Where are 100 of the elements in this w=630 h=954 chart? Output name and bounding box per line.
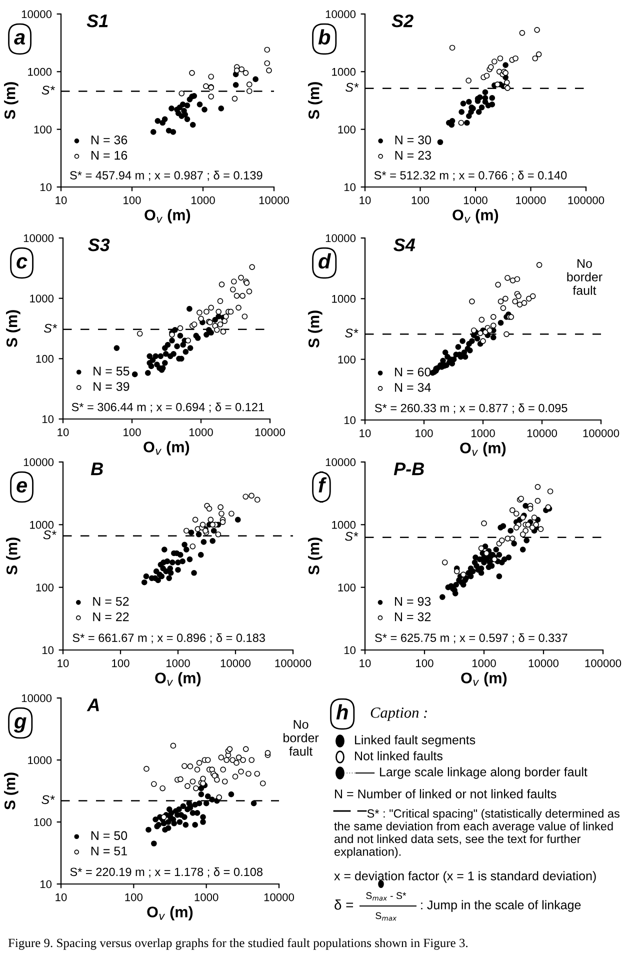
y-tick-label: 100 (34, 126, 52, 134)
y-tick-label: 10 (42, 415, 54, 424)
chart-title: S4 (394, 238, 416, 252)
ref-line-label: S* (346, 82, 359, 92)
legend-label: N = 51 (91, 846, 127, 856)
legend-label: N = 22 (93, 612, 129, 622)
y-tick-label: 100 (36, 354, 54, 363)
x-tick-label: 1000 (472, 659, 496, 668)
x-tick-label: 10 (56, 196, 67, 204)
y-tick-label: 1000 (332, 68, 356, 76)
x-tick-label: 1000 (464, 196, 488, 204)
text: x = deviation factor (x = 1 is standard deviation) (334, 871, 596, 883)
x-tick-label: 10 (360, 429, 371, 438)
y-axis-title: S (m) (6, 538, 20, 575)
legend-label: N = 36 (92, 135, 128, 144)
y-axis-title: S (m) (6, 310, 20, 348)
annotation: S* = 220.19 m ; x = 1.178 ; δ = 0.108 (70, 867, 262, 878)
y-tick-label: 100 (338, 356, 356, 364)
annotation: S* = 625.75 m ; x = 0.597 ; δ = 0.337 (375, 633, 568, 644)
text: Linked fault segments (355, 735, 476, 747)
y-tick-label: 10000 (326, 234, 356, 242)
text: f (318, 477, 327, 492)
x-tick-label: 10000 (528, 659, 559, 668)
y-axis-title: S (m) (308, 538, 322, 575)
x-axis-title: O$_{v}$ (m) (452, 209, 498, 224)
x-tick-label: 10 (360, 196, 371, 204)
text: S$_{max}$ - S* (366, 892, 406, 901)
x-axis-title: O$_{v}$ (m) (460, 442, 506, 456)
text: Not linked faults (355, 751, 442, 760)
legend-label: N = 50 (91, 831, 128, 840)
text: a (14, 33, 25, 45)
caption: Figure 9. Spacing versus overlap graphs for the studied fault populations shown in Figure 3. (8, 938, 468, 950)
x-tick-label: 100 (416, 659, 434, 668)
text: δ = (334, 900, 354, 910)
y-tick-label: 10000 (326, 458, 356, 466)
x-axis-title: O$_{v}$ (m) (144, 441, 190, 456)
annotation: S* = 306.44 m ; x = 0.694 ; δ = 0.121 (72, 402, 264, 413)
x-axis-title: O$_{v}$ (m) (155, 672, 201, 686)
x-tick-label: 1000 (166, 659, 190, 668)
x-tick-label: 100000 (583, 429, 620, 438)
x-tick-label: 10 (58, 659, 69, 668)
y-tick-label: 10000 (22, 694, 52, 702)
x-tick-label: 10 (360, 659, 371, 668)
x-tick-label: 100 (125, 893, 142, 902)
x-tick-label: 1000 (194, 893, 218, 902)
ref-line-label: S* (44, 324, 58, 333)
text: Large scale linkage along border fault (380, 767, 588, 779)
y-axis-title: S (m) (4, 772, 18, 810)
x-tick-label: 100000 (568, 196, 604, 204)
ref-line-label: S* (345, 532, 358, 541)
y-axis-title: S (m) (4, 82, 18, 120)
x-tick-label: 10 (58, 428, 69, 436)
y-tick-label: 100 (34, 818, 52, 826)
annotation: No border fault (567, 259, 602, 295)
y-tick-label: 100 (338, 126, 356, 134)
x-tick-label: 10 (56, 893, 67, 902)
y-tick-label: 1000 (30, 520, 54, 529)
text: No border fault (284, 720, 319, 756)
ref-line-label: S* (43, 530, 56, 540)
text: h (336, 704, 348, 720)
y-tick-label: 1000 (30, 294, 54, 302)
y-tick-label: 10 (40, 183, 52, 192)
annotation: S* = 512.32 m ; x = 0.766 ; δ = 0.140 (374, 170, 567, 181)
x-tick-label: 10000 (527, 429, 558, 438)
legend-label: N = 52 (93, 596, 129, 606)
legend-label: N = 93 (395, 596, 431, 606)
chart-title: P-B (394, 462, 424, 476)
x-tick-label: 10000 (516, 196, 546, 204)
text: b (318, 29, 330, 45)
ref-line-label: S* (42, 86, 55, 95)
chart-title: B (90, 462, 103, 476)
text: g (14, 717, 26, 733)
y-tick-label: 100 (338, 584, 356, 592)
text: Caption : (370, 708, 427, 721)
y-tick-label: 10000 (24, 458, 54, 466)
text: e (16, 481, 28, 493)
x-axis-title: O$_{v}$ (m) (461, 672, 507, 686)
text: S$_{max}$ (376, 912, 397, 921)
legend-label: N = 30 (395, 135, 432, 144)
text: N = Number of linked or not linked faults (335, 789, 556, 798)
y-tick-label: 1000 (332, 294, 356, 303)
x-tick-label: 100 (112, 659, 130, 668)
y-tick-label: 10 (42, 646, 54, 654)
y-tick-label: 100 (36, 584, 54, 592)
x-tick-label: 10000 (264, 893, 294, 902)
chart-title: S1 (86, 14, 108, 28)
y-tick-label: 10 (344, 183, 356, 192)
y-tick-label: 10000 (326, 10, 356, 18)
text: S* : "Critical spacing" (statistically determined as the same deviation from each average value of linked and not linked data sets, see the text for further explanation). (334, 809, 620, 858)
y-tick-label: 1000 (28, 68, 52, 76)
legend-label: N = 16 (92, 150, 128, 160)
legend-label: N = 55 (94, 366, 130, 376)
y-tick-label: 10 (40, 880, 52, 888)
legend-label: N = 60 (395, 368, 431, 376)
x-tick-label: 100 (416, 429, 433, 438)
chart-title: S2 (392, 14, 414, 28)
x-tick-label: 10000 (259, 196, 290, 204)
x-tick-label: 100000 (585, 659, 622, 668)
y-tick-label: 10 (344, 646, 356, 654)
legend-label: N = 39 (94, 382, 130, 391)
